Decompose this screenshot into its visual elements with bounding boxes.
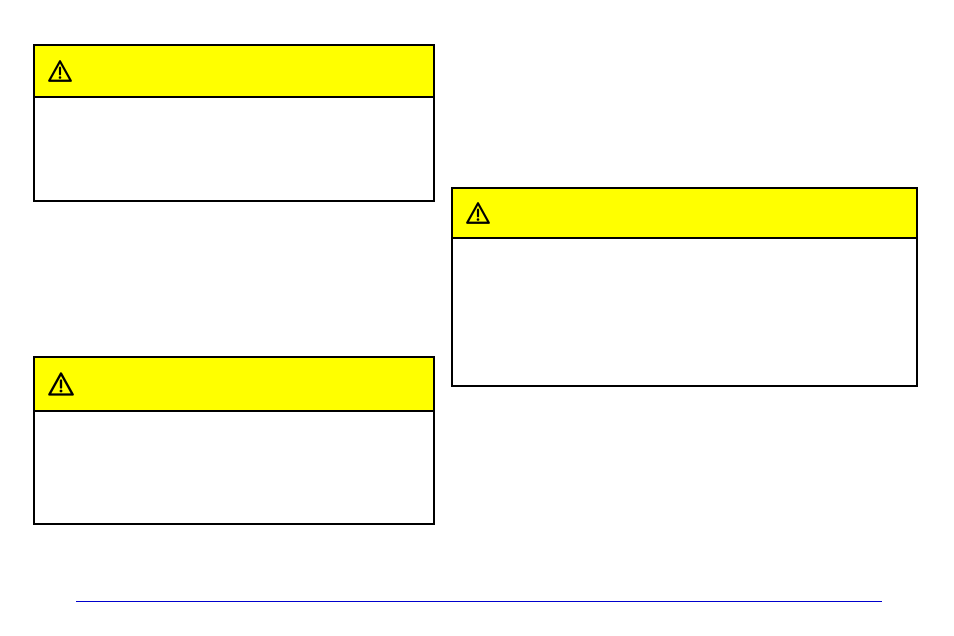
caution-header [35,358,433,412]
caution-header [35,46,433,98]
caution-box [451,187,918,387]
footer-divider [76,601,882,602]
caution-body [453,239,916,385]
warning-icon [47,370,75,398]
caution-box [33,356,435,525]
caution-header [453,189,916,239]
warning-icon [465,200,491,226]
warning-icon [47,58,73,84]
caution-box [33,44,435,202]
caution-body [35,412,433,523]
caution-body [35,98,433,200]
